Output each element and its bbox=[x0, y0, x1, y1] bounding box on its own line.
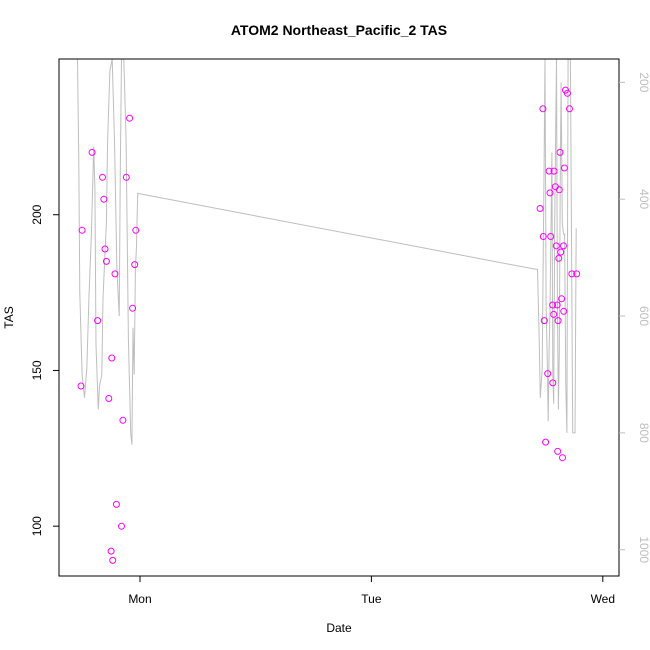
data-point bbox=[554, 317, 562, 325]
data-point bbox=[536, 205, 544, 212]
data-point bbox=[539, 105, 547, 113]
chart-title: ATOM2 Northeast_Pacific_2 TAS bbox=[231, 22, 447, 38]
line-layer bbox=[76, 58, 577, 445]
data-point bbox=[102, 257, 110, 265]
data-point bbox=[109, 556, 117, 564]
y-tick-label: 200 bbox=[30, 204, 44, 224]
data-point bbox=[553, 301, 561, 309]
data-point bbox=[549, 301, 557, 309]
data-point bbox=[101, 245, 109, 253]
plot-area bbox=[58, 58, 620, 577]
data-point bbox=[554, 447, 562, 455]
data-point bbox=[560, 307, 568, 315]
data-point bbox=[560, 164, 568, 172]
y2-tick-label: 1000 bbox=[637, 536, 650, 563]
data-point bbox=[132, 226, 140, 234]
points-layer bbox=[77, 86, 581, 564]
data-point bbox=[573, 270, 581, 278]
data-point bbox=[545, 167, 553, 175]
y-axis-left: 100 150 200 bbox=[30, 204, 59, 536]
y2-tick-label: 200 bbox=[637, 72, 650, 92]
data-point bbox=[566, 105, 573, 113]
data-point bbox=[111, 270, 119, 278]
data-point bbox=[555, 254, 563, 262]
data-point bbox=[560, 242, 567, 250]
data-point bbox=[94, 317, 102, 325]
data-point bbox=[88, 148, 96, 156]
data-point bbox=[107, 547, 115, 555]
y-tick-label: 100 bbox=[30, 516, 44, 536]
x-axis: Mon Tue Wed bbox=[128, 576, 615, 606]
data-point bbox=[557, 248, 565, 256]
data-point bbox=[105, 395, 113, 402]
data-point bbox=[108, 354, 116, 362]
data-point bbox=[550, 310, 558, 318]
data-point bbox=[126, 114, 134, 122]
data-point bbox=[550, 167, 558, 175]
data-point bbox=[129, 304, 137, 312]
data-point bbox=[568, 270, 576, 278]
data-point bbox=[558, 295, 566, 303]
data-point bbox=[547, 233, 555, 240]
x-axis-label: Date bbox=[326, 621, 352, 635]
x-tick-label: Mon bbox=[128, 592, 151, 606]
data-point bbox=[549, 379, 557, 387]
y-tick-label: 150 bbox=[30, 360, 44, 380]
data-point bbox=[540, 317, 548, 325]
data-point bbox=[542, 438, 550, 446]
data-point bbox=[100, 195, 108, 203]
data-point bbox=[131, 261, 139, 269]
data-point bbox=[78, 226, 86, 234]
data-point bbox=[99, 173, 106, 181]
y-axis-right: 200 400 600 800 1000 bbox=[619, 72, 650, 563]
data-point bbox=[555, 186, 563, 194]
data-point bbox=[119, 416, 127, 424]
data-point bbox=[546, 189, 554, 197]
data-point bbox=[563, 89, 571, 97]
data-point bbox=[118, 522, 125, 530]
data-point bbox=[112, 500, 120, 508]
y2-tick-label: 600 bbox=[637, 306, 650, 326]
y2-tick-label: 400 bbox=[637, 189, 650, 209]
data-point bbox=[552, 242, 560, 250]
data-point bbox=[544, 370, 552, 378]
data-point bbox=[122, 173, 130, 181]
x-tick-label: Wed bbox=[591, 592, 615, 606]
pressure-trace-line bbox=[76, 58, 577, 445]
y-axis-label: TAS bbox=[2, 306, 16, 328]
data-point bbox=[77, 382, 85, 390]
x-tick-label: Tue bbox=[361, 592, 382, 606]
data-point bbox=[539, 233, 547, 240]
data-point bbox=[556, 148, 564, 156]
plot-frame bbox=[58, 58, 620, 577]
data-point bbox=[559, 454, 566, 462]
y2-tick-label: 800 bbox=[637, 423, 650, 443]
